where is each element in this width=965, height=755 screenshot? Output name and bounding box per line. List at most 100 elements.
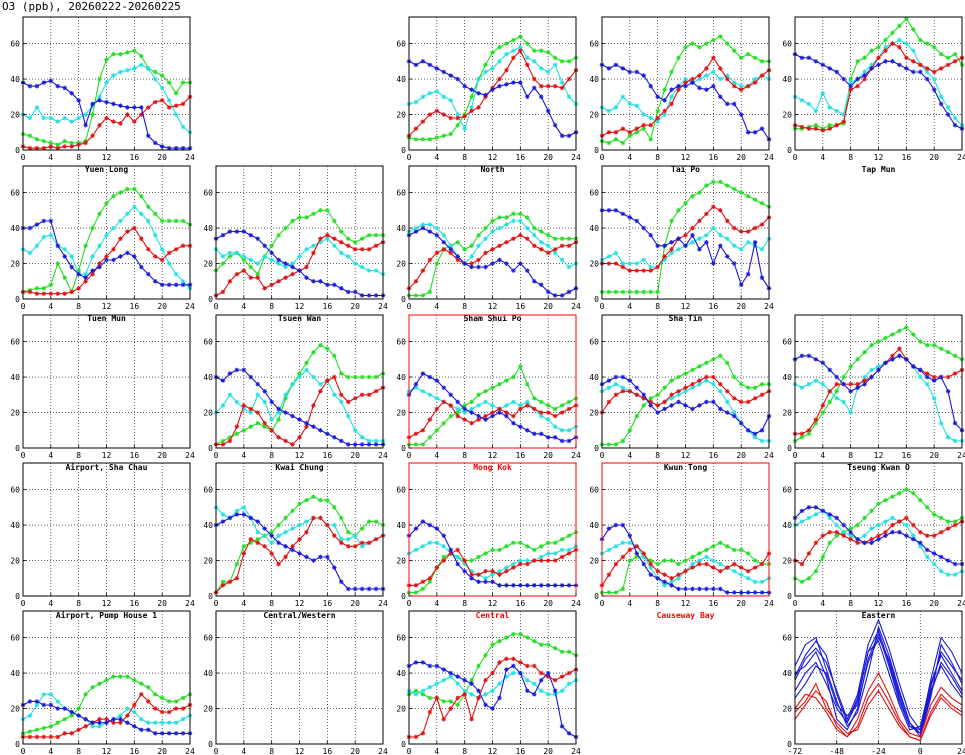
data-point-green [759, 200, 765, 206]
y-tick-label: 20 [396, 260, 406, 269]
data-point-red [862, 76, 867, 82]
data-point-blue [180, 282, 186, 288]
data-point-red [806, 126, 812, 132]
data-point-cyan [41, 115, 47, 121]
data-point-red [648, 399, 654, 405]
data-point-cyan [524, 399, 530, 405]
data-point-cyan [290, 261, 295, 266]
data-point-cyan [945, 572, 951, 578]
data-point-red [118, 720, 123, 726]
data-point-cyan [490, 403, 495, 408]
data-point-red [420, 731, 426, 736]
data-point-green [318, 497, 323, 503]
data-point-red [731, 83, 737, 89]
x-tick-label: 16 [516, 747, 526, 755]
data-point-cyan [518, 44, 523, 50]
data-point-cyan [606, 385, 612, 391]
data-point-blue [318, 554, 323, 560]
data-point-cyan [248, 410, 254, 415]
data-point-blue [904, 533, 909, 539]
data-point-red [655, 115, 660, 121]
data-point-red [138, 692, 144, 697]
data-point-green [455, 239, 461, 245]
y-tick-label: 60 [396, 338, 406, 347]
series-line-cyan [794, 39, 963, 126]
data-point-cyan [34, 105, 40, 110]
data-point-green [497, 547, 502, 553]
x-tick-label: 24 [185, 599, 195, 608]
data-point-red [690, 76, 695, 82]
x-tick-label: 20 [157, 302, 167, 311]
data-point-blue [434, 663, 440, 669]
data-point-cyan [827, 515, 833, 521]
x-tick-label: 8 [655, 153, 660, 162]
data-point-blue [518, 424, 523, 430]
x-tick-label: 16 [516, 599, 526, 608]
data-point-blue [876, 62, 881, 68]
data-point-cyan [290, 381, 295, 387]
data-point-cyan [690, 561, 695, 567]
y-tick-label: 0 [401, 592, 406, 601]
data-point-blue [683, 586, 688, 592]
data-point-cyan [469, 105, 474, 110]
data-point-green [566, 59, 572, 64]
data-point-cyan [132, 709, 137, 715]
data-point-cyan [138, 211, 144, 217]
data-point-cyan [455, 406, 461, 412]
data-point-red [855, 381, 860, 387]
data-point-red [97, 261, 102, 266]
data-point-green [820, 554, 826, 560]
data-point-blue [938, 554, 944, 560]
data-point-red [48, 144, 54, 149]
data-point-green [676, 561, 681, 567]
data-point-green [613, 442, 619, 447]
y-tick-label: 20 [589, 557, 599, 566]
data-point-red [497, 660, 502, 665]
data-point-blue [669, 87, 674, 93]
data-point-green [490, 385, 495, 391]
data-point-blue [166, 282, 172, 288]
y-tick-label: 60 [10, 189, 20, 198]
data-point-green [848, 76, 853, 82]
data-point-red [76, 142, 81, 147]
x-tick-label: 0 [600, 599, 605, 608]
data-point-green [413, 590, 419, 595]
series-line-green [22, 50, 190, 146]
data-point-green [255, 536, 261, 542]
y-tick-label: 40 [782, 669, 792, 678]
series-line-red [601, 56, 770, 137]
data-point-red [345, 544, 351, 549]
data-point-cyan [234, 399, 240, 405]
data-point-blue [227, 229, 233, 234]
data-point-red [490, 670, 495, 676]
data-point-cyan [255, 529, 261, 535]
data-point-blue [455, 399, 461, 405]
data-point-blue [620, 66, 626, 71]
data-point-red [111, 119, 116, 124]
y-tick-label: 20 [396, 409, 406, 418]
data-point-blue [697, 586, 702, 592]
data-point-cyan [848, 80, 853, 85]
data-point-red [159, 709, 165, 715]
data-point-red [366, 392, 372, 398]
data-point-green [745, 385, 751, 391]
data-point-blue [490, 87, 495, 93]
data-point-red [641, 396, 647, 401]
data-point-red [504, 239, 509, 245]
data-point-red [166, 105, 172, 110]
data-point-cyan [373, 268, 379, 273]
data-point-green [241, 427, 247, 433]
data-point-green [518, 540, 523, 546]
data-point-cyan [490, 66, 495, 71]
data-point-green [890, 494, 895, 499]
data-point-cyan [338, 399, 344, 405]
data-point-blue [132, 723, 137, 729]
x-tick-label: 0 [21, 153, 26, 162]
data-point-green [924, 41, 930, 46]
data-point-blue [469, 264, 474, 270]
y-tick-label: 0 [787, 592, 792, 601]
data-point-cyan [359, 544, 365, 549]
data-point-blue [83, 275, 88, 281]
data-point-red [483, 250, 488, 256]
